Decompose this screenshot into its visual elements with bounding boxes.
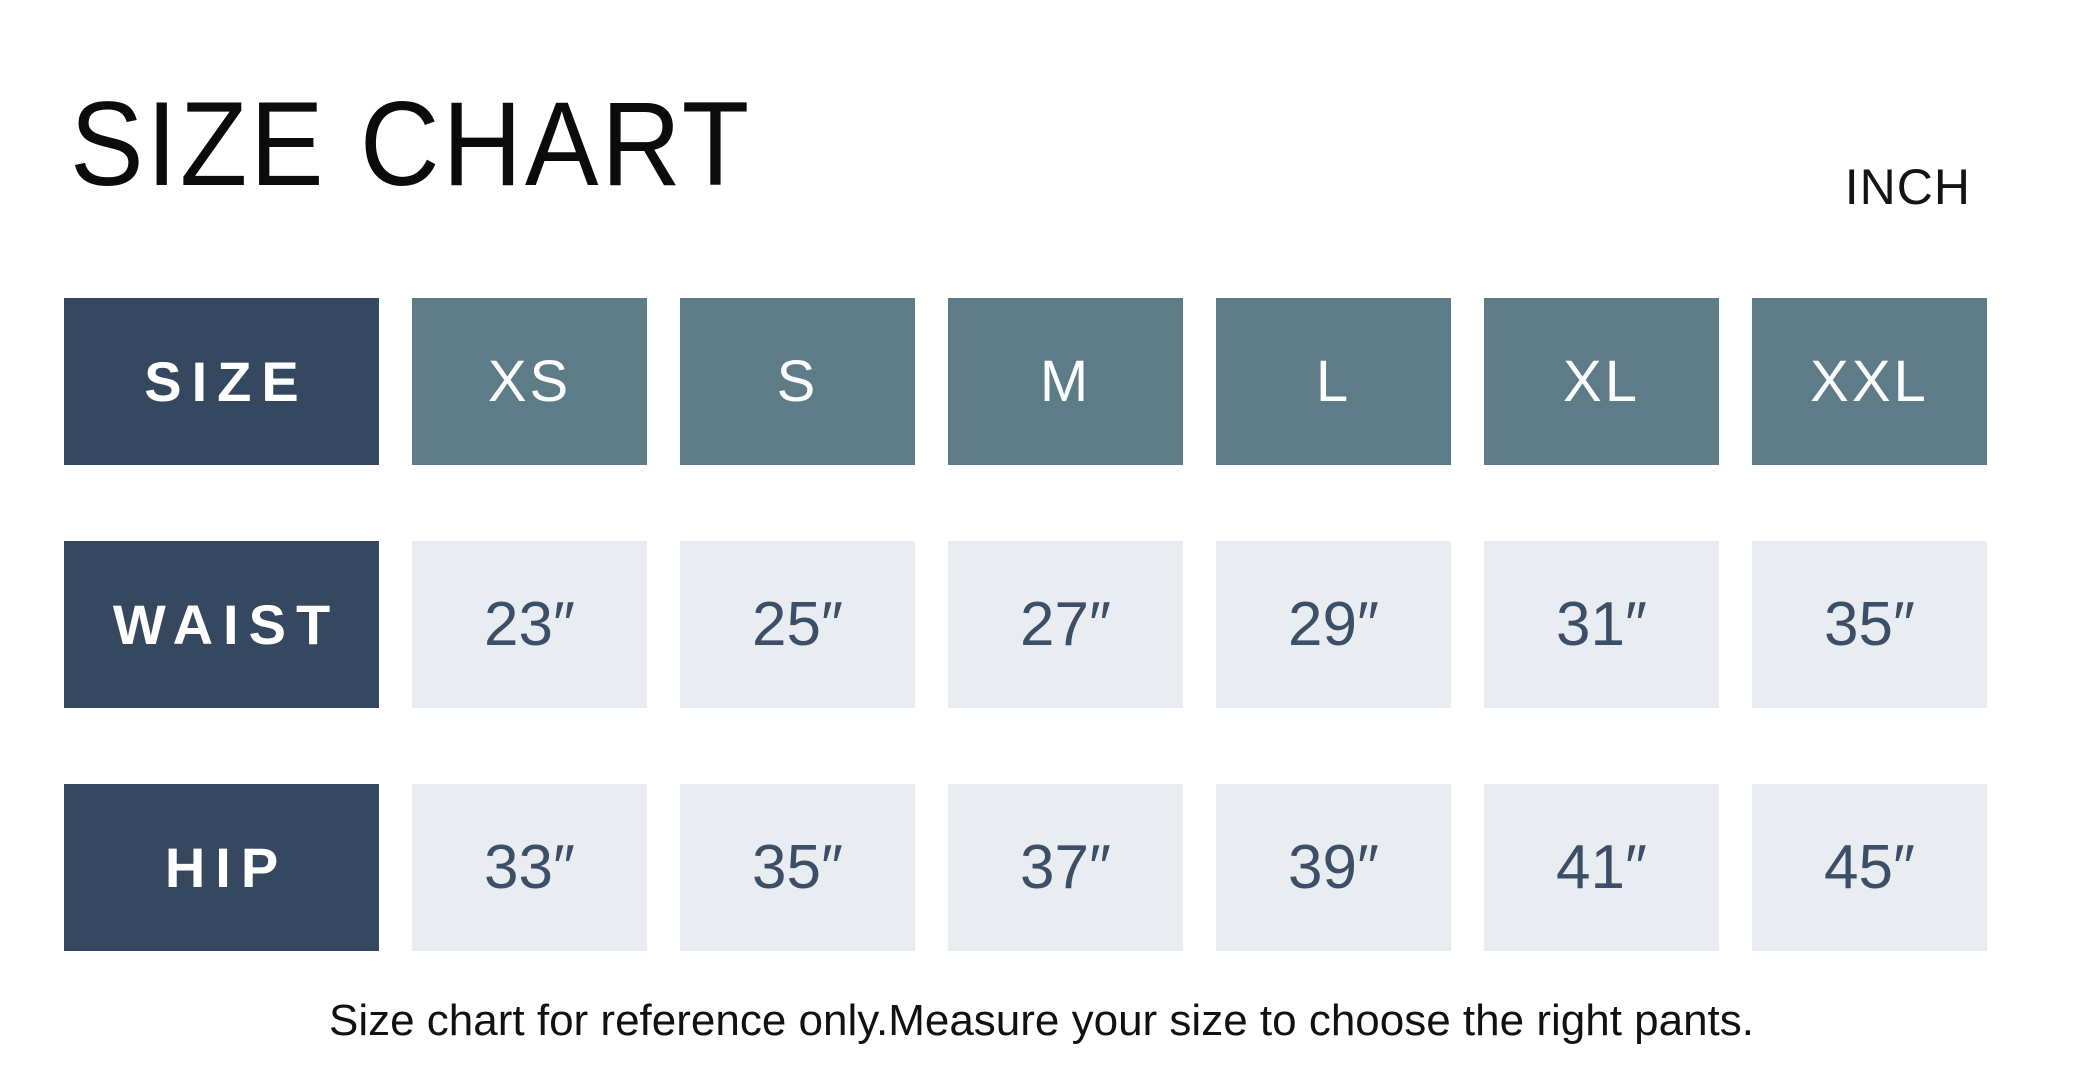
col-header-xs: XS	[412, 298, 647, 465]
waist-value-xl: 31″	[1484, 541, 1719, 708]
row-header-hip: HIP	[64, 784, 379, 951]
waist-value-xxl: 35″	[1752, 541, 1987, 708]
waist-value-m: 27″	[948, 541, 1183, 708]
col-header-l: L	[1216, 298, 1451, 465]
col-header-m: M	[948, 298, 1183, 465]
reference-note: Size chart for reference only.Measure yo…	[328, 996, 1754, 1045]
waist-value-s: 25″	[680, 541, 915, 708]
waist-value-l: 29″	[1216, 541, 1451, 708]
col-header-xl: XL	[1484, 298, 1719, 465]
hip-value-xxl: 45″	[1752, 784, 1987, 951]
hip-value-m: 37″	[948, 784, 1183, 951]
hip-value-l: 39″	[1216, 784, 1451, 951]
row-header-waist: WAIST	[64, 541, 379, 708]
corner-header-size: SIZE	[64, 298, 379, 465]
col-header-s: S	[680, 298, 915, 465]
size-table: SIZE XS S M L XL XXL WAIST 23″ 25″ 27″ 2…	[64, 298, 1987, 951]
page-title: SIZE CHART	[70, 77, 752, 211]
hip-value-xs: 33″	[412, 784, 647, 951]
col-header-xxl: XXL	[1752, 298, 1987, 465]
hip-value-xl: 41″	[1484, 784, 1719, 951]
waist-value-xs: 23″	[412, 541, 647, 708]
unit-label: INCH	[1844, 159, 1971, 215]
hip-value-s: 35″	[680, 784, 915, 951]
